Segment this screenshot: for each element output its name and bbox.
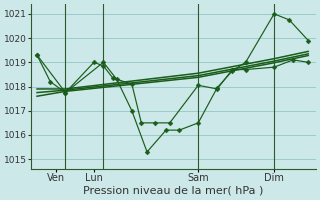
X-axis label: Pression niveau de la mer( hPa ): Pression niveau de la mer( hPa ) [84, 186, 264, 196]
